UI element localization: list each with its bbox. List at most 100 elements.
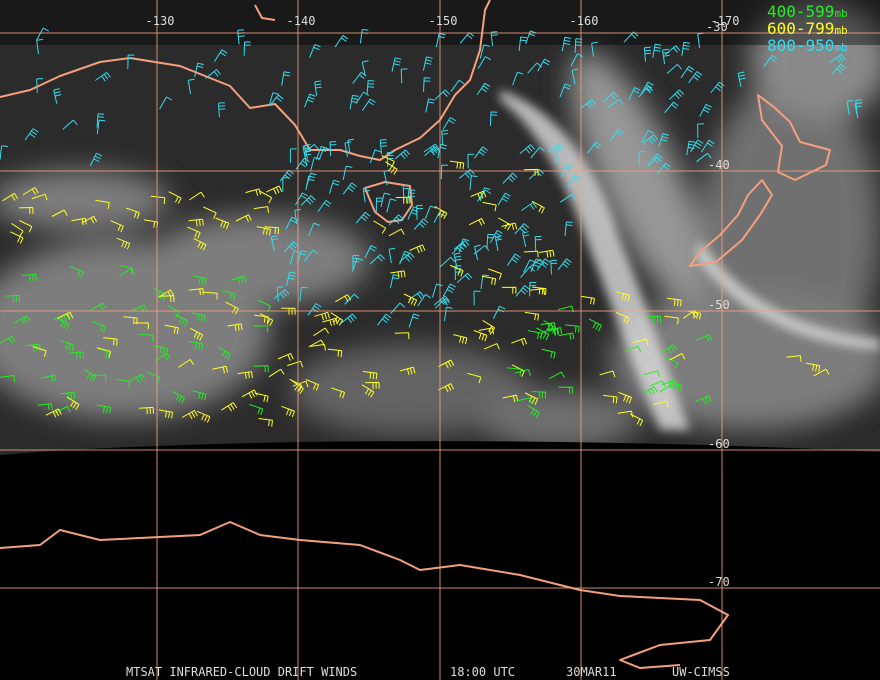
wind-barb xyxy=(256,226,272,236)
wind-barb xyxy=(188,288,204,296)
wind-barb xyxy=(588,318,602,332)
wind-barb xyxy=(314,311,330,321)
wind-barb xyxy=(203,291,218,300)
wind-barb xyxy=(587,141,602,154)
wind-barb xyxy=(92,321,106,333)
wind-barb xyxy=(188,218,204,227)
wind-barb xyxy=(529,288,545,295)
wind-barb xyxy=(352,255,360,270)
wind-barbs xyxy=(0,27,863,427)
wind-barb xyxy=(380,192,391,207)
wind-barb xyxy=(362,371,378,380)
wind-barb xyxy=(498,217,512,231)
wind-barb xyxy=(25,343,41,352)
legend-range: 800-950 xyxy=(767,36,834,55)
lat-label: -70 xyxy=(708,575,730,589)
wind-barb xyxy=(0,375,16,382)
wind-barb xyxy=(539,249,555,258)
wind-barb xyxy=(260,313,274,327)
wind-barb xyxy=(646,315,661,323)
wind-barb xyxy=(644,370,660,377)
wind-barb xyxy=(483,343,500,350)
wind-barb xyxy=(469,175,478,190)
wind-barb xyxy=(846,99,854,116)
wind-barb xyxy=(95,71,111,82)
wind-barb xyxy=(327,348,343,357)
wind-barb xyxy=(36,27,50,41)
wind-barb xyxy=(453,334,468,345)
wind-barb xyxy=(192,275,207,286)
wind-barb xyxy=(696,152,712,163)
wind-barb xyxy=(528,258,545,268)
wind-barb xyxy=(96,119,106,135)
wind-barb xyxy=(423,143,440,153)
wind-barb xyxy=(5,294,21,303)
wind-barb xyxy=(276,286,284,302)
wind-barb xyxy=(313,327,330,337)
wind-barb xyxy=(289,250,301,265)
wind-barb xyxy=(564,221,573,236)
wind-barb xyxy=(661,344,678,354)
wind-barb xyxy=(53,88,62,104)
wind-barb xyxy=(174,313,188,327)
wind-barb xyxy=(349,94,359,110)
wind-barb xyxy=(661,379,678,389)
wind-barb xyxy=(501,286,517,294)
wind-barb xyxy=(425,98,435,113)
wind-barb xyxy=(591,41,598,58)
wind-barb xyxy=(60,391,76,400)
wind-barb xyxy=(365,381,380,389)
wind-barb xyxy=(110,220,124,233)
legend-entry: 800-950mb xyxy=(767,36,848,55)
new-zealand-north xyxy=(757,94,831,181)
wind-barb xyxy=(71,217,87,225)
wind-barb xyxy=(506,253,521,266)
wind-barb xyxy=(181,410,198,420)
wind-barb xyxy=(194,62,204,78)
wind-barb xyxy=(334,34,349,48)
wind-barb xyxy=(690,139,704,153)
legend-range: 600-799 xyxy=(767,19,834,38)
wind-barb xyxy=(680,65,695,79)
footer: MTSAT INFRARED-CLOUD DRIFT WINDS 18:00 UT… xyxy=(126,665,730,679)
wind-barb xyxy=(37,403,53,411)
wind-barb xyxy=(668,89,685,100)
footer-part: 18:00 UTC xyxy=(450,665,515,679)
wind-barb xyxy=(2,192,19,202)
tasmania-coast xyxy=(364,181,413,223)
wind-barb xyxy=(490,31,498,47)
wind-barb xyxy=(330,312,344,326)
wind-barb xyxy=(561,36,572,52)
wind-barb xyxy=(813,368,830,377)
wind-barb xyxy=(373,220,387,234)
wind-barb xyxy=(89,152,103,167)
wind-barb xyxy=(629,413,644,427)
wind-barb xyxy=(390,302,406,314)
wind-barb xyxy=(653,400,669,408)
wind-barb xyxy=(139,333,154,342)
wind-barb xyxy=(522,231,530,247)
wind-barb xyxy=(786,355,802,362)
wind-barb xyxy=(574,38,583,53)
wind-barb xyxy=(118,268,135,277)
wind-barb xyxy=(317,199,332,213)
wind-barb xyxy=(269,94,284,107)
wind-barb xyxy=(473,290,481,306)
wind-barb xyxy=(516,397,532,405)
wind-barb xyxy=(403,293,418,307)
wind-barb xyxy=(18,207,34,214)
wind-barb xyxy=(304,249,319,262)
lon-label: -160 xyxy=(570,14,599,28)
wind-barb xyxy=(451,242,467,255)
wind-barb xyxy=(66,396,80,411)
wind-barb xyxy=(153,287,167,301)
wind-barb xyxy=(524,311,540,321)
wind-barb xyxy=(449,160,465,170)
wind-barb xyxy=(474,146,488,159)
wind-barb xyxy=(664,356,679,369)
wind-barb xyxy=(281,405,295,418)
wind-barb xyxy=(192,390,207,401)
wind-barb xyxy=(362,186,370,203)
wind-barb xyxy=(56,317,70,331)
wind-barb xyxy=(377,313,392,326)
